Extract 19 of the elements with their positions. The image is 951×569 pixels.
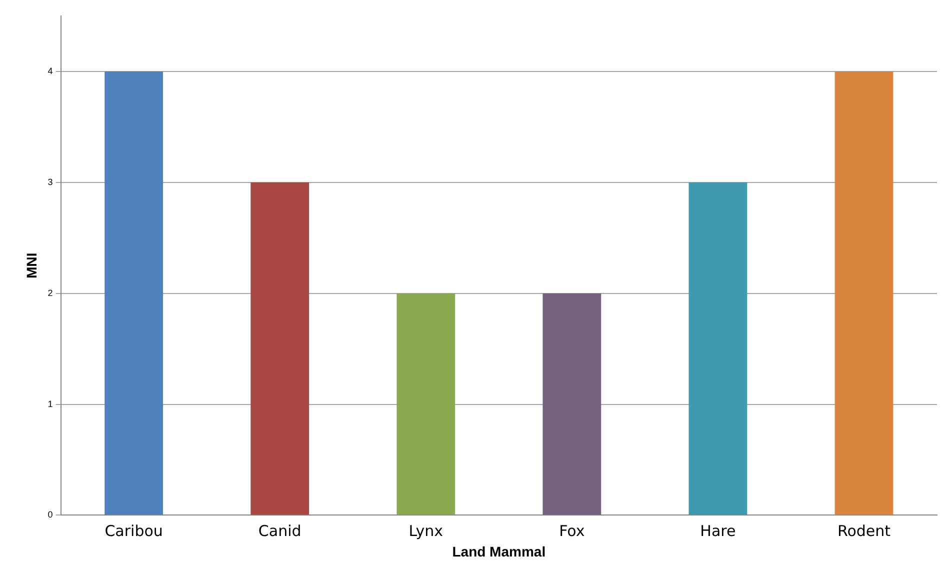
x-axis-title: Land Mammal [452, 543, 546, 560]
x-tick-label: Fox [559, 522, 585, 540]
bar [396, 293, 456, 515]
y-tick-label: 2 [48, 288, 53, 298]
x-tick-label: Lynx [408, 522, 444, 540]
x-tick-label: Rodent [837, 522, 891, 540]
x-tick-label: Caribou [104, 522, 163, 540]
bar [688, 182, 748, 515]
y-tick-label: 4 [48, 66, 53, 76]
y-tick-label: 0 [48, 510, 53, 520]
y-tick-label: 1 [48, 398, 53, 409]
y-axis-title: MNI [23, 252, 40, 278]
bar [834, 71, 894, 515]
bar [250, 182, 310, 515]
bar [104, 71, 164, 515]
x-tick-label: Canid [258, 522, 302, 540]
bar [542, 293, 602, 515]
y-tick-label: 3 [48, 176, 53, 187]
x-tick-label: Hare [700, 522, 736, 540]
